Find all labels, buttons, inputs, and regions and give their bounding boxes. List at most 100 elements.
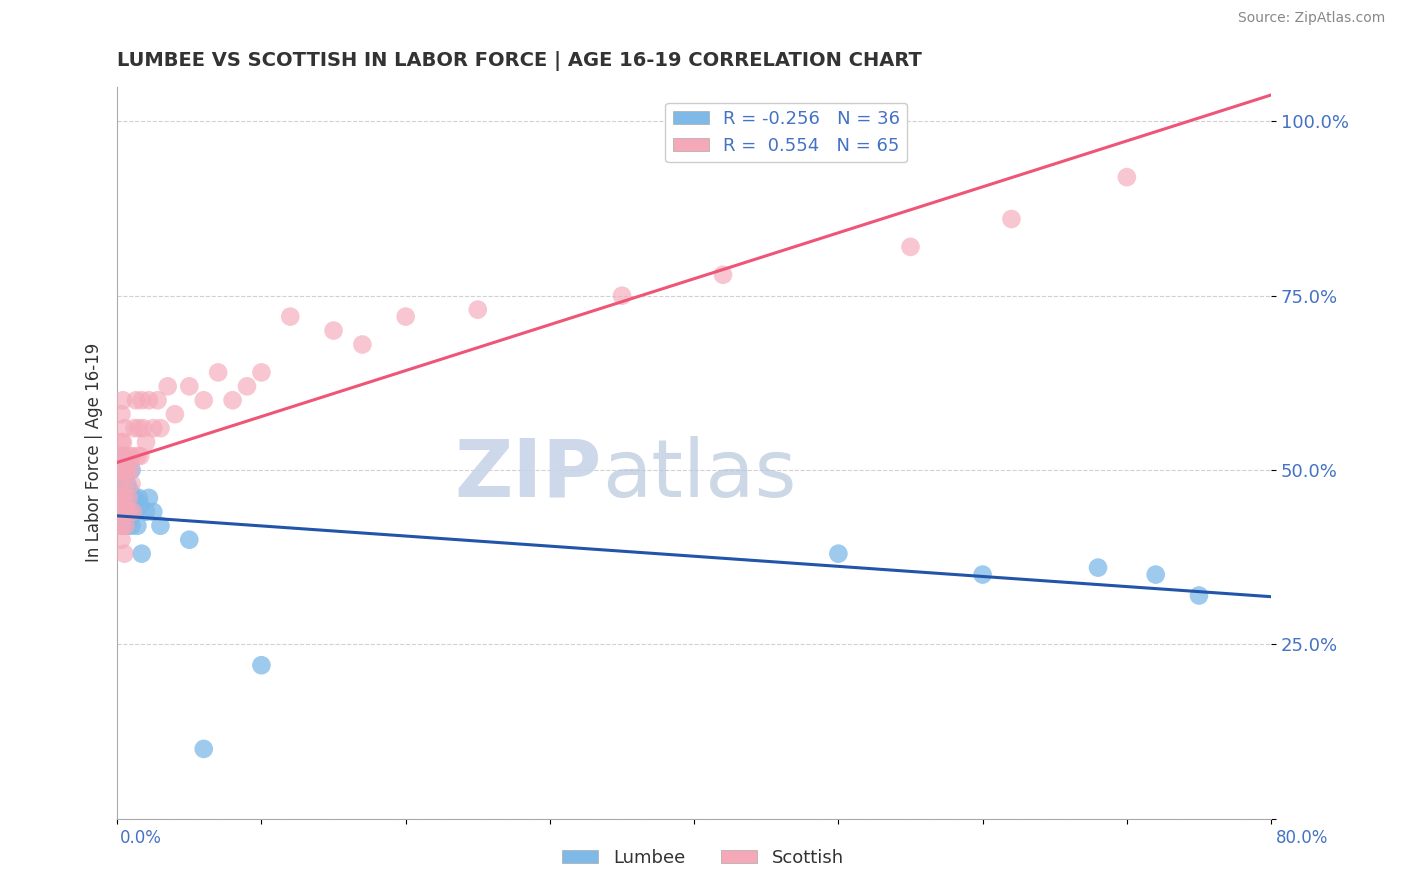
Legend: Lumbee, Scottish: Lumbee, Scottish bbox=[555, 842, 851, 874]
Point bbox=[121, 463, 143, 477]
Point bbox=[118, 449, 141, 463]
Point bbox=[110, 533, 132, 547]
Point bbox=[112, 505, 135, 519]
Point bbox=[107, 505, 129, 519]
Point bbox=[108, 505, 131, 519]
Point bbox=[610, 288, 633, 302]
Point bbox=[193, 742, 215, 756]
Point bbox=[111, 449, 134, 463]
Point bbox=[108, 477, 131, 491]
Point bbox=[1188, 589, 1211, 603]
Point bbox=[112, 547, 135, 561]
Text: atlas: atlas bbox=[602, 435, 796, 514]
Point bbox=[900, 240, 922, 254]
Point bbox=[115, 491, 138, 505]
Point bbox=[120, 505, 142, 519]
Point bbox=[322, 324, 344, 338]
Point bbox=[1144, 567, 1167, 582]
Point bbox=[163, 407, 186, 421]
Point bbox=[110, 483, 132, 498]
Point bbox=[132, 421, 155, 435]
Point bbox=[117, 477, 139, 491]
Point bbox=[120, 512, 142, 526]
Point bbox=[115, 463, 138, 477]
Point bbox=[149, 518, 172, 533]
Point bbox=[112, 491, 135, 505]
Point bbox=[110, 491, 132, 505]
Point bbox=[142, 505, 165, 519]
Point bbox=[250, 658, 273, 673]
Point bbox=[117, 463, 139, 477]
Point bbox=[117, 518, 139, 533]
Point bbox=[125, 505, 148, 519]
Point bbox=[112, 463, 135, 477]
Point bbox=[1087, 560, 1109, 574]
Point bbox=[110, 435, 132, 450]
Point bbox=[121, 449, 143, 463]
Point bbox=[236, 379, 259, 393]
Point bbox=[127, 518, 149, 533]
Point bbox=[120, 483, 142, 498]
Point bbox=[711, 268, 734, 282]
Point bbox=[108, 518, 131, 533]
Y-axis label: In Labor Force | Age 16-19: In Labor Force | Age 16-19 bbox=[86, 343, 103, 562]
Point bbox=[250, 365, 273, 379]
Point bbox=[111, 518, 134, 533]
Point bbox=[121, 518, 143, 533]
Point bbox=[129, 449, 152, 463]
Point bbox=[108, 449, 131, 463]
Point bbox=[110, 407, 132, 421]
Point bbox=[128, 421, 150, 435]
Point bbox=[121, 477, 143, 491]
Point bbox=[124, 491, 146, 505]
Point bbox=[111, 393, 134, 408]
Point bbox=[221, 393, 243, 408]
Point bbox=[107, 463, 129, 477]
Point bbox=[278, 310, 301, 324]
Point bbox=[111, 470, 134, 484]
Point bbox=[112, 477, 135, 491]
Text: LUMBEE VS SCOTTISH IN LABOR FORCE | AGE 16-19 CORRELATION CHART: LUMBEE VS SCOTTISH IN LABOR FORCE | AGE … bbox=[117, 51, 922, 70]
Point bbox=[156, 379, 179, 393]
Point bbox=[117, 505, 139, 519]
Point bbox=[395, 310, 418, 324]
Point bbox=[827, 547, 849, 561]
Point bbox=[131, 547, 153, 561]
Text: ZIP: ZIP bbox=[454, 435, 602, 514]
Text: 0.0%: 0.0% bbox=[120, 829, 162, 847]
Text: 80.0%: 80.0% bbox=[1277, 829, 1329, 847]
Point bbox=[129, 498, 152, 512]
Point bbox=[111, 435, 134, 450]
Point bbox=[972, 567, 994, 582]
Point bbox=[108, 491, 131, 505]
Point bbox=[115, 505, 138, 519]
Point bbox=[142, 421, 165, 435]
Point bbox=[135, 435, 157, 450]
Point bbox=[110, 505, 132, 519]
Point bbox=[135, 505, 157, 519]
Point bbox=[138, 491, 160, 505]
Point bbox=[127, 449, 149, 463]
Point bbox=[122, 505, 145, 519]
Point bbox=[207, 365, 229, 379]
Point bbox=[179, 533, 201, 547]
Point bbox=[128, 491, 150, 505]
Point bbox=[138, 393, 160, 408]
Point bbox=[124, 421, 146, 435]
Point bbox=[179, 379, 201, 393]
Point bbox=[122, 505, 145, 519]
Point bbox=[112, 449, 135, 463]
Point bbox=[111, 518, 134, 533]
Point bbox=[118, 498, 141, 512]
Point bbox=[146, 393, 169, 408]
Point bbox=[467, 302, 489, 317]
Point bbox=[131, 393, 153, 408]
Point bbox=[111, 491, 134, 505]
Point bbox=[107, 491, 129, 505]
Point bbox=[118, 491, 141, 505]
Point bbox=[112, 512, 135, 526]
Point bbox=[1000, 212, 1022, 227]
Point bbox=[115, 518, 138, 533]
Point bbox=[193, 393, 215, 408]
Point bbox=[111, 463, 134, 477]
